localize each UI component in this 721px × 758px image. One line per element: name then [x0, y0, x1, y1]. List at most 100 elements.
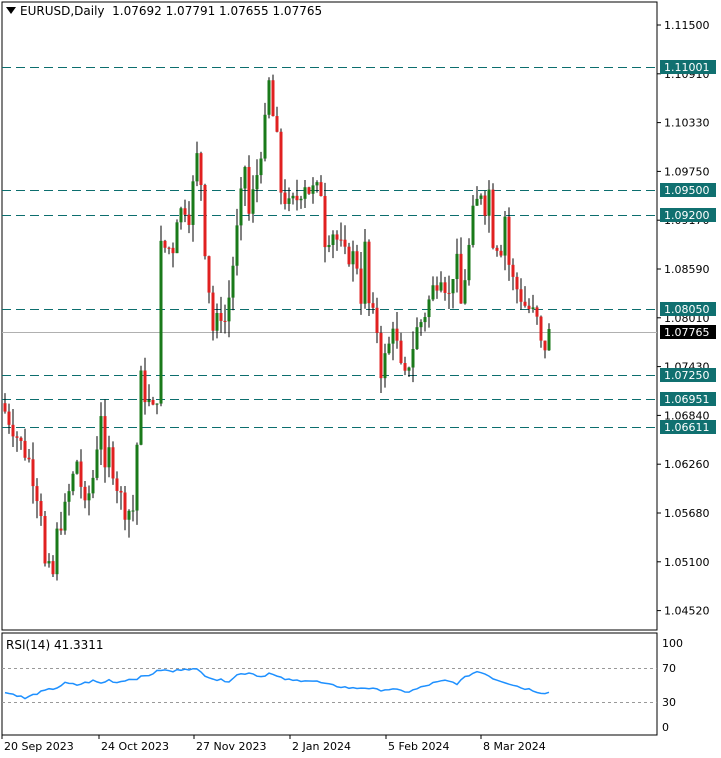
candle-body	[511, 264, 515, 277]
candle-body	[339, 239, 343, 241]
candle-body	[167, 247, 171, 249]
candle	[107, 435, 111, 478]
candle-body	[515, 276, 519, 290]
candle-body	[207, 256, 211, 293]
candle	[63, 493, 67, 535]
candle-body	[355, 251, 359, 269]
candle	[475, 186, 479, 206]
candle-body	[143, 370, 147, 403]
candle-body	[107, 447, 111, 468]
candle-body	[79, 461, 83, 487]
candle-body	[379, 332, 383, 379]
candle-body	[371, 303, 375, 308]
candle-body	[299, 198, 303, 201]
candle	[183, 199, 187, 223]
candle-body	[507, 216, 511, 265]
candle	[451, 278, 455, 309]
candle-body	[127, 510, 131, 520]
candle-body	[291, 195, 295, 199]
time-tick-label: 8 Mar 2024	[483, 740, 546, 753]
candle-body	[419, 322, 423, 328]
current-price-badge-label: 1.07765	[664, 326, 710, 339]
candle	[219, 296, 223, 333]
candle	[443, 276, 447, 301]
candle-body	[283, 192, 287, 204]
candle	[279, 128, 283, 205]
symbol-name: EURUSD,Daily	[20, 4, 105, 18]
candle	[435, 276, 439, 299]
candle	[355, 244, 359, 275]
candle-body	[255, 175, 259, 190]
price-tick-label: 1.05680	[664, 507, 710, 520]
candle	[135, 442, 139, 525]
candle-body	[59, 528, 63, 531]
candle	[187, 201, 191, 234]
candle-body	[99, 416, 103, 450]
candle	[143, 357, 147, 415]
candle-body	[39, 501, 43, 517]
candle-body	[195, 153, 199, 182]
candle	[391, 321, 395, 361]
candle-body	[503, 216, 507, 256]
rsi-panel: 100 70 30 0	[2, 637, 683, 734]
candle-body	[11, 424, 15, 437]
candle	[411, 331, 415, 383]
candle	[395, 312, 399, 349]
candle-body	[475, 198, 479, 206]
candle-body	[295, 195, 299, 201]
candle-body	[319, 182, 323, 196]
time-tick-label: 2 Jan 2024	[292, 740, 351, 753]
price-tick-label: 1.06260	[664, 458, 710, 471]
candle-body	[275, 116, 279, 132]
candle-body	[219, 313, 223, 321]
candle-body	[471, 205, 475, 245]
candle-body	[31, 459, 35, 487]
candle	[335, 230, 339, 251]
rsi-header: RSI(14) 41.3311	[6, 638, 104, 652]
candle	[111, 441, 115, 485]
candle-body	[435, 285, 439, 291]
candle	[123, 486, 127, 531]
candle	[7, 403, 11, 434]
candle-body	[75, 461, 79, 474]
candle-body	[103, 416, 107, 468]
candle-body	[227, 297, 231, 322]
candle	[483, 190, 487, 225]
candle	[471, 194, 475, 248]
candle	[247, 155, 251, 221]
candle-body	[455, 253, 459, 280]
level-badge-0: 1.11001	[660, 60, 716, 74]
candle	[227, 280, 231, 338]
level-badge-1-bg	[660, 183, 716, 197]
candle	[235, 208, 239, 276]
candle-body	[363, 241, 367, 304]
candle	[119, 486, 123, 510]
candle-body	[199, 153, 203, 186]
candle	[375, 297, 379, 344]
candle	[439, 271, 443, 293]
candle	[51, 555, 55, 577]
candle-body	[175, 222, 179, 254]
candle	[147, 384, 151, 407]
candle	[167, 246, 171, 255]
level-badge-4-label: 1.07250	[664, 369, 710, 382]
candle	[415, 317, 419, 350]
candle-body	[71, 473, 75, 492]
candle-body	[383, 353, 387, 379]
candle	[343, 225, 347, 255]
candle	[403, 356, 407, 376]
candle	[503, 211, 507, 271]
price-tick-label: 1.08590	[664, 263, 710, 276]
candle-body	[83, 486, 87, 501]
candle	[255, 159, 259, 203]
collapse-triangle-icon[interactable]	[6, 7, 16, 14]
candle	[519, 278, 523, 310]
current-price-badge-bg	[660, 325, 716, 339]
level-badge-3-bg	[660, 302, 716, 316]
candle	[455, 238, 459, 293]
price-pane-frame	[1, 1, 658, 631]
candle	[351, 240, 355, 282]
price-axis: 1.115001.109101.103301.097501.091701.085…	[657, 19, 710, 618]
rsi-axis-label: 70	[662, 662, 676, 675]
